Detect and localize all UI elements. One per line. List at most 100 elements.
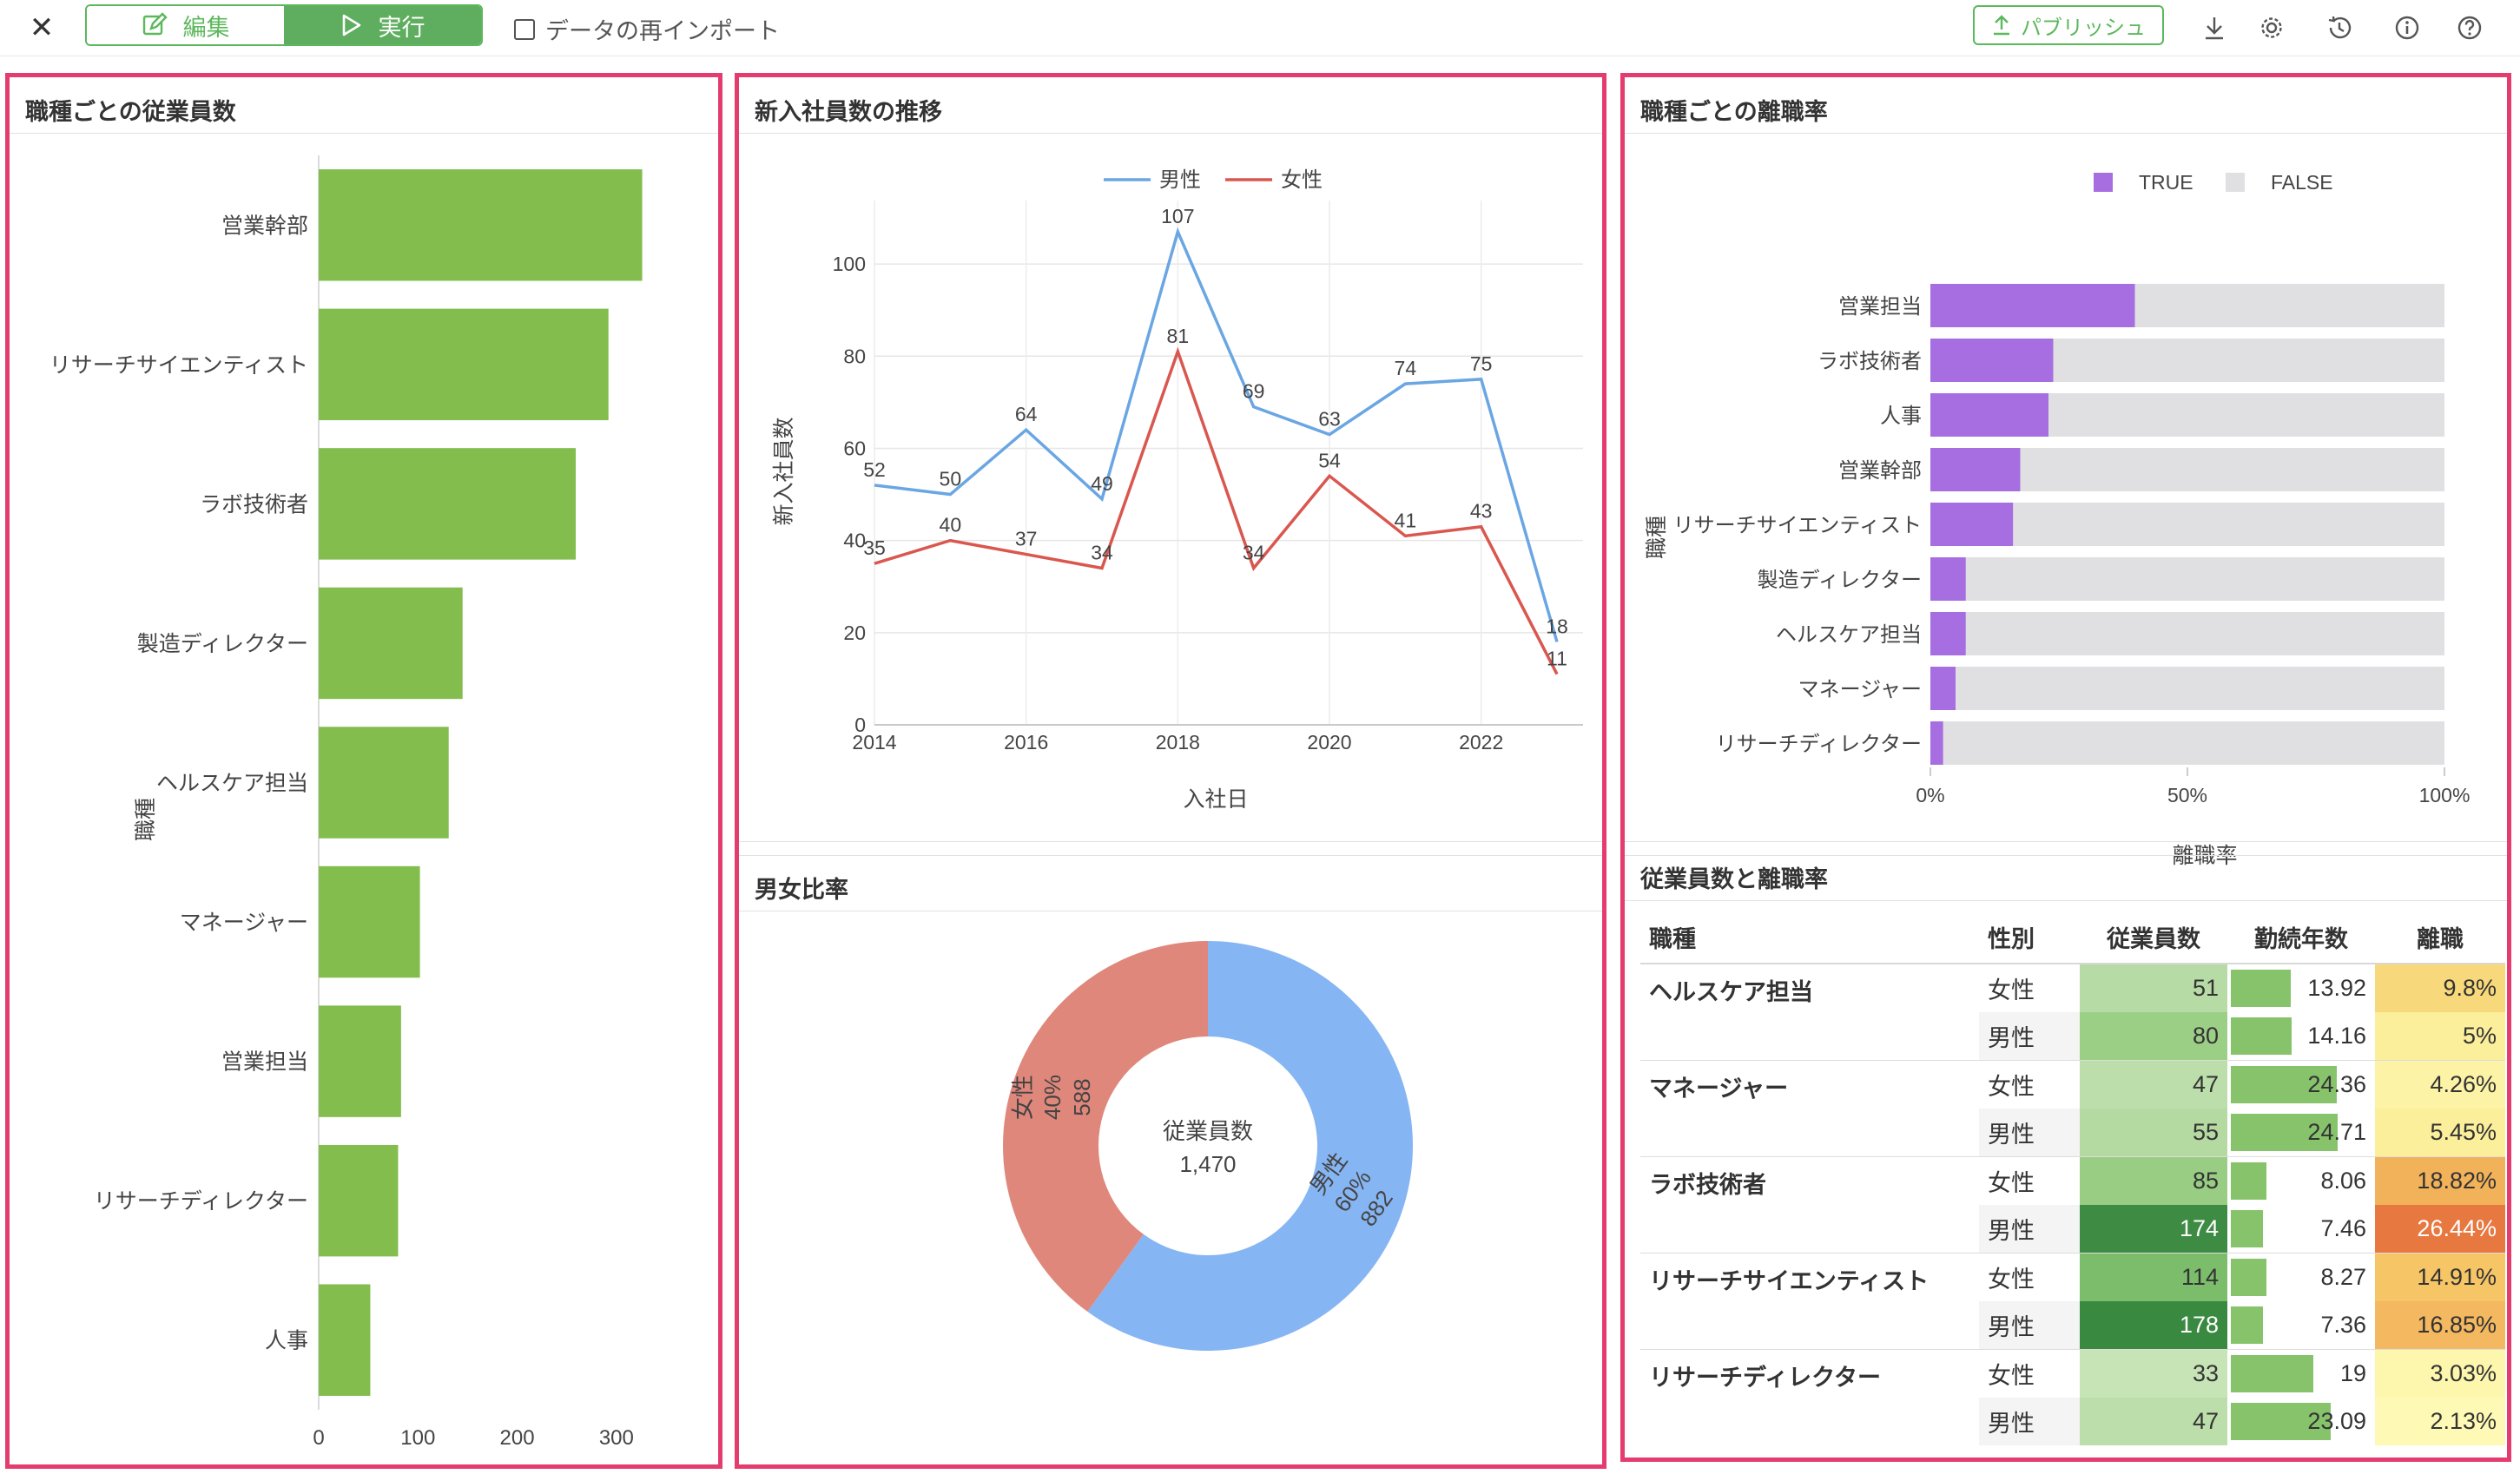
history-icon[interactable] — [2322, 10, 2357, 45]
tenure-value: 8.27 — [2320, 1264, 2366, 1290]
bar — [319, 865, 420, 978]
tenure-bar — [2231, 1403, 2332, 1440]
column-header[interactable]: 勤続年数 — [2227, 911, 2375, 964]
hires-title: 新入社員数の推移 — [755, 99, 942, 126]
donut-slice — [1087, 941, 1413, 1351]
x-tick-label: 2018 — [1156, 731, 1200, 753]
y-tick-label: 20 — [843, 622, 866, 644]
donut-slice — [1003, 941, 1208, 1312]
stacked-bar-segment — [1930, 557, 1966, 601]
count-cell: 85 — [2080, 1156, 2227, 1205]
x-tick-label: 2014 — [852, 731, 896, 753]
headcount-title: 職種ごとの従業員数 — [25, 99, 236, 126]
x-tick-label: 50% — [2167, 784, 2207, 806]
bar — [319, 1284, 371, 1396]
tenure-value: 24.71 — [2307, 1119, 2366, 1145]
data-label: 52 — [863, 458, 886, 481]
y-tick-label: 60 — [843, 437, 866, 459]
checkbox-box[interactable] — [514, 18, 535, 40]
data-label: 35 — [863, 536, 886, 559]
help-icon[interactable] — [2452, 10, 2487, 45]
attrition-cell: 5% — [2375, 1012, 2505, 1061]
job-cell: リサーチディレクター — [1640, 1349, 1979, 1445]
data-label: 107 — [1161, 205, 1194, 227]
y-axis-title: 職種 — [1645, 516, 1669, 559]
publish-button[interactable]: パブリッシュ — [1973, 5, 2164, 45]
count-cell: 47 — [2080, 1060, 2227, 1109]
table-row: 男性 178 7.36 16.85% — [1640, 1301, 2505, 1350]
table-row: リサーチディレクター 女性 33 19 3.03% — [1640, 1349, 2505, 1445]
attrition-cell: 2.13% — [2375, 1398, 2505, 1445]
table-title: 従業員数と離職率 — [1640, 866, 1828, 893]
tenure-bar — [2231, 1259, 2266, 1296]
count-cell: 114 — [2080, 1253, 2227, 1301]
y-tick-label: 100 — [833, 253, 866, 275]
category-label: 製造ディレクター — [137, 632, 308, 656]
stacked-bar-segment — [1930, 612, 1966, 655]
column-header[interactable]: 性別 — [1979, 911, 2080, 964]
count-cell: 51 — [2080, 964, 2227, 1012]
section-divider — [1625, 855, 2507, 856]
table-row: 男性 55 24.71 5.45% — [1640, 1109, 2505, 1157]
table-row: 男性 174 7.46 26.44% — [1640, 1205, 2505, 1254]
donut-center-label: 従業員数 — [1163, 1118, 1253, 1144]
tenure-value: 13.92 — [2307, 975, 2366, 1001]
gender-cell: 女性 — [1979, 1060, 2080, 1109]
section-divider — [739, 841, 1602, 842]
x-tick-label: 0 — [313, 1426, 324, 1450]
data-label: 54 — [1318, 449, 1341, 471]
tenure-cell: 19 — [2227, 1349, 2375, 1398]
category-label: 人事 — [265, 1329, 308, 1353]
legend-swatch — [2226, 173, 2245, 192]
column-header[interactable]: 離職 — [2375, 911, 2505, 964]
data-label: 11 — [1547, 648, 1567, 670]
section-divider — [1625, 841, 2507, 842]
count-cell: 80 — [2080, 1012, 2227, 1061]
x-tick-label: 0% — [1916, 784, 1944, 806]
stacked-bar-segment — [2048, 393, 2444, 437]
tenure-bar — [2231, 1066, 2337, 1103]
category-label: 製造ディレクター — [1758, 569, 1922, 592]
job-cell: リサーチサイエンティスト — [1640, 1253, 1979, 1350]
bar — [319, 308, 609, 421]
tenure-cell: 24.36 — [2227, 1060, 2375, 1109]
x-axis-title: 入社日 — [1183, 787, 1248, 812]
table-row: マネージャー 女性 47 24.36 4.26% — [1640, 1060, 2505, 1157]
stacked-bar-segment — [1930, 448, 2021, 491]
stacked-bar-segment — [2013, 503, 2444, 546]
count-cell: 47 — [2080, 1398, 2227, 1445]
y-axis-title: 新入社員数 — [772, 417, 796, 525]
bar — [319, 1005, 401, 1117]
bar — [319, 1144, 399, 1257]
title-divider — [10, 133, 718, 134]
tenure-value: 14.16 — [2307, 1023, 2366, 1049]
slice-percent: 40% — [1039, 1075, 1065, 1120]
tenure-bar — [2231, 1162, 2266, 1200]
gender-cell: 女性 — [1988, 977, 2035, 1004]
info-icon[interactable] — [2390, 10, 2424, 45]
gear-icon[interactable] — [2254, 10, 2289, 45]
column-header[interactable]: 従業員数 — [2080, 911, 2227, 964]
gender-cell: 女性 — [1979, 1349, 2080, 1398]
slice-label-group: 女性 40% 588 — [1010, 1075, 1095, 1120]
headcount-bar-chart: 営業幹部リサーチサイエンティストラボ技術者製造ディレクターヘルスケア担当マネージ… — [49, 155, 643, 1450]
close-icon[interactable]: ✕ — [29, 10, 55, 45]
column-header[interactable]: 職種 — [1640, 911, 1979, 964]
gender-cell: 男性 — [1979, 1012, 2080, 1061]
data-label: 81 — [1167, 325, 1190, 347]
legend-swatch — [2094, 173, 2113, 192]
slice-label: 女性 — [1010, 1075, 1036, 1120]
stacked-bar-segment — [1930, 721, 1943, 765]
edit-button[interactable]: 編集 — [87, 6, 284, 44]
category-label: マネージャー — [180, 911, 308, 935]
attrition-stacked-chart: 営業担当ラボ技術者人事営業幹部リサーチサイエンティスト製造ディレクターヘルスケア… — [1645, 171, 2470, 868]
title-divider — [1625, 900, 2507, 901]
download-icon[interactable] — [2197, 10, 2232, 45]
data-label: 75 — [1470, 352, 1493, 375]
reimport-checkbox[interactable]: データの再インポート — [514, 12, 780, 46]
stacked-bar-segment — [1930, 393, 2049, 437]
run-label: 実行 — [378, 14, 425, 42]
section-divider — [739, 855, 1602, 856]
run-button[interactable]: 実行 — [284, 6, 481, 44]
category-label: 営業担当 — [221, 1050, 308, 1075]
